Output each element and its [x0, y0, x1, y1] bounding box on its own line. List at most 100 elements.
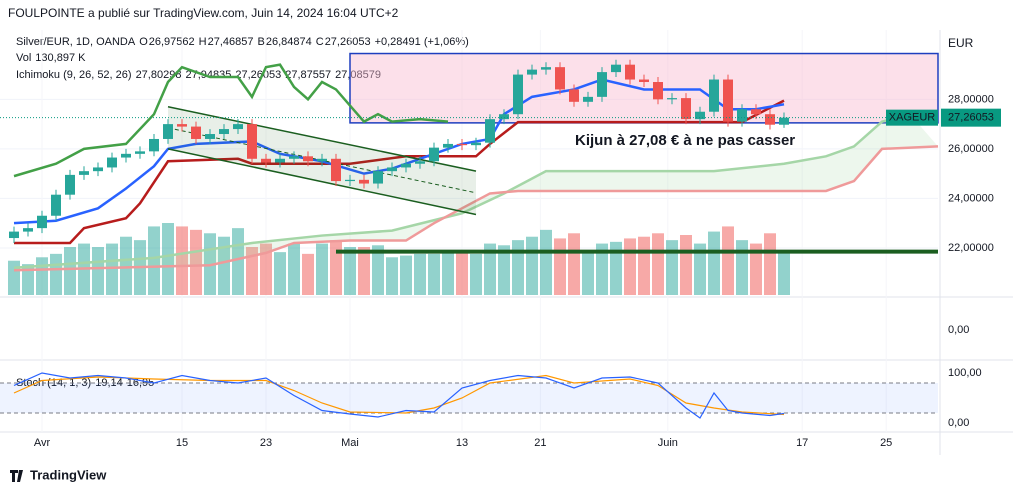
candle-body [583, 96, 593, 102]
volume-bar [50, 253, 62, 295]
candle-body [541, 67, 551, 70]
y-tick-label: 26,00000 [948, 143, 994, 155]
candle-body [345, 179, 355, 182]
volume-bar [582, 250, 594, 295]
volume-bar [456, 250, 468, 295]
candle-body [275, 158, 285, 163]
volume-bar [694, 243, 706, 295]
x-tick-label: Juin [658, 437, 678, 449]
candle-body [51, 194, 61, 216]
candle-body [233, 124, 243, 130]
candle-body [569, 89, 579, 102]
volume-bar [778, 250, 790, 295]
candle-body [485, 119, 495, 143]
volume-bar [554, 238, 566, 295]
volume-bar [750, 243, 762, 295]
ohlc-legend: 27,46857 [208, 36, 254, 48]
brand-logo [10, 470, 23, 482]
volume-bar [302, 253, 314, 295]
ichimoku-line [13, 63, 449, 178]
candle-body [373, 171, 383, 184]
x-tick-label: 25 [880, 437, 892, 449]
volume-bar [22, 264, 34, 295]
candle-body [163, 124, 173, 139]
x-tick-label: 21 [534, 437, 546, 449]
candle-body [149, 138, 159, 152]
candle-body [765, 114, 775, 125]
volume-bar [666, 240, 678, 295]
candle-body [93, 167, 103, 172]
candle-body [37, 215, 47, 229]
volume-bar [652, 233, 664, 295]
candle-body [443, 143, 453, 148]
volume-value: 130,897 K [35, 52, 86, 64]
candle-body [191, 126, 201, 139]
candle-body [457, 143, 467, 146]
candle-body [65, 174, 75, 195]
x-tick-label: 23 [260, 437, 272, 449]
stoch-band [0, 383, 938, 413]
ohlc-legend: 27,26053 [325, 36, 371, 48]
volume-bar [148, 226, 160, 295]
volume-bar [260, 243, 272, 295]
volume-bar [624, 238, 636, 295]
currency: EUR [948, 36, 974, 50]
ohlc-legend: 26,84874 [266, 36, 312, 48]
volume-bar [568, 233, 580, 295]
volume-bar [386, 257, 398, 295]
candle-body [121, 153, 131, 158]
volume-bar [484, 243, 496, 295]
volume-bar [680, 235, 692, 295]
y-tick-label: 28,00000 [948, 93, 994, 105]
ichimoku-line [13, 112, 911, 270]
x-tick-label: Mai [341, 437, 359, 449]
symbol-legend: Silver/EUR, 1D, OANDA [16, 36, 136, 48]
candle-body [471, 142, 481, 146]
ichimoku-value: 27,26053 [235, 69, 281, 81]
volume-bar [92, 247, 104, 295]
volume-bar [232, 228, 244, 295]
volume-bar [470, 253, 482, 295]
volume-bar [540, 229, 552, 295]
volume-bar [274, 252, 286, 295]
stoch-legend: Stoch (14, 1, 3) [16, 377, 91, 389]
ohlc-legend: C [316, 36, 324, 48]
x-tick-label: 17 [796, 437, 808, 449]
volume-bar [736, 240, 748, 295]
volume-bar [400, 255, 412, 295]
candle-body [751, 109, 761, 115]
candle-body [709, 79, 719, 112]
ichimoku-line [13, 145, 939, 272]
candle-body [667, 98, 677, 100]
x-tick-label: 13 [456, 437, 468, 449]
y-tick-label: 22,00000 [948, 242, 994, 254]
candle-body [737, 109, 747, 122]
candle-body [723, 79, 733, 122]
volume-bar [190, 229, 202, 295]
candle-body [247, 124, 257, 159]
volume-bar [358, 247, 370, 295]
volume-bar [428, 253, 440, 295]
ichimoku-value: 27,08579 [335, 69, 381, 81]
ohlc-legend: B [258, 36, 265, 48]
candle-body [513, 74, 523, 115]
candle-body [611, 64, 621, 73]
volume-bar [372, 245, 384, 295]
candle-body [219, 129, 229, 135]
volume-bar [106, 243, 118, 295]
volume-bar [8, 260, 20, 295]
candle-body [359, 179, 369, 184]
volume-bar [288, 243, 300, 295]
volume-bar [498, 245, 510, 295]
candle-body [135, 151, 145, 154]
candle-body [415, 161, 425, 164]
candle-body [555, 67, 565, 90]
candle-body [9, 231, 19, 239]
change-legend: +0,28491 (+1,06%) [375, 36, 469, 48]
price-tag-bg [941, 108, 1001, 127]
volume-bar [246, 247, 258, 295]
candle-body [205, 134, 215, 139]
brand: TradingView [30, 467, 107, 482]
y-tick-label: 24,00000 [948, 192, 994, 204]
